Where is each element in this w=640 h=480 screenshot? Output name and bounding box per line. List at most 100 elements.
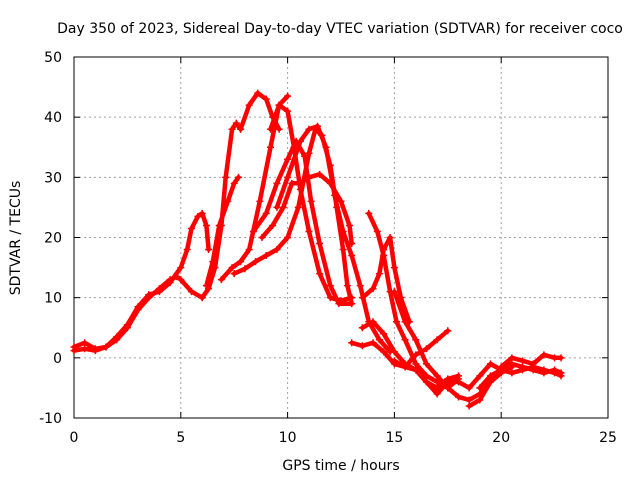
data-point — [551, 366, 559, 374]
data-point — [412, 336, 420, 344]
x-tick-label: 0 — [70, 430, 79, 446]
data-point — [422, 378, 430, 386]
data-point — [433, 390, 441, 398]
data-point — [508, 354, 516, 362]
data-point — [198, 294, 206, 302]
data-point — [487, 378, 495, 386]
chart-title: Day 350 of 2023, Sidereal Day-to-day VTE… — [57, 21, 623, 37]
data-point — [262, 209, 270, 217]
data-point — [393, 318, 401, 326]
data-point — [487, 372, 495, 380]
data-point — [296, 185, 304, 193]
data-point — [155, 288, 163, 296]
data-point — [273, 203, 281, 211]
data-point — [183, 246, 191, 254]
data-point — [230, 179, 238, 187]
data-arc — [466, 352, 564, 409]
data-point — [322, 143, 330, 151]
data-point — [262, 252, 270, 260]
data-point — [540, 351, 548, 359]
data-point — [288, 179, 296, 187]
data-point — [234, 173, 242, 181]
data-point — [267, 125, 275, 133]
data-point — [166, 279, 174, 287]
data-point — [230, 270, 238, 278]
x-tick-label: 25 — [599, 430, 617, 446]
data-point — [241, 265, 249, 273]
data-point — [465, 396, 473, 404]
data-arc — [71, 211, 211, 353]
data-point — [343, 282, 351, 290]
data-point — [198, 209, 206, 217]
data-point — [262, 95, 270, 103]
data-point — [245, 246, 253, 254]
data-point — [279, 203, 287, 211]
data-point — [529, 366, 537, 374]
data-point — [476, 396, 484, 404]
y-tick-label: 0 — [53, 351, 62, 367]
data-point — [267, 143, 275, 151]
data-point — [337, 297, 345, 305]
data-point — [232, 119, 240, 127]
data-point — [508, 360, 516, 368]
y-tick-label: 50 — [44, 50, 62, 66]
data-point — [380, 252, 388, 260]
data-point — [454, 393, 462, 401]
data-point — [256, 197, 264, 205]
data-point — [358, 324, 366, 332]
data-point — [365, 209, 373, 217]
data-point — [454, 372, 462, 380]
data-point — [177, 276, 185, 284]
data-point — [444, 327, 452, 335]
data-point — [380, 330, 388, 338]
y-tick-label: -10 — [39, 411, 62, 427]
data-point — [81, 345, 89, 353]
data-point — [249, 227, 257, 235]
data-point — [273, 246, 281, 254]
y-tick-label: 10 — [44, 291, 62, 307]
data-point — [284, 92, 292, 100]
data-point — [245, 101, 253, 109]
data-point — [487, 360, 495, 368]
data-point — [346, 221, 354, 229]
data-point — [337, 197, 345, 205]
data-point — [557, 369, 565, 377]
data-point — [316, 240, 324, 248]
data-point — [476, 384, 484, 392]
data-point — [187, 288, 195, 296]
x-tick-label: 20 — [492, 430, 510, 446]
y-tick-label: 20 — [44, 231, 62, 247]
data-point — [444, 378, 452, 386]
data-point — [540, 369, 548, 377]
data-point — [284, 173, 292, 181]
data-point — [386, 234, 394, 241]
data-arc — [231, 126, 354, 306]
data-point — [476, 372, 484, 380]
data-point — [209, 258, 217, 266]
data-point — [390, 288, 398, 296]
data-point — [202, 282, 210, 290]
data-point — [305, 173, 313, 181]
data-point — [252, 258, 260, 266]
x-tick-label: 15 — [385, 430, 403, 446]
data-point — [70, 347, 78, 355]
data-point — [412, 360, 420, 368]
data-point — [237, 125, 245, 133]
data-point — [228, 264, 236, 272]
data-arc — [366, 211, 461, 391]
data-point — [145, 291, 153, 299]
data-point — [444, 384, 452, 392]
data-point — [519, 363, 527, 371]
data-point — [284, 107, 292, 115]
x-tick-label: 10 — [279, 430, 297, 446]
data-point — [305, 125, 313, 133]
data-point — [369, 339, 377, 347]
data-point — [529, 360, 537, 368]
series-layer — [70, 89, 565, 410]
data-point — [339, 227, 347, 235]
data-point — [91, 347, 99, 355]
data-point — [81, 339, 89, 347]
data-point — [134, 303, 142, 311]
data-point — [358, 294, 366, 302]
